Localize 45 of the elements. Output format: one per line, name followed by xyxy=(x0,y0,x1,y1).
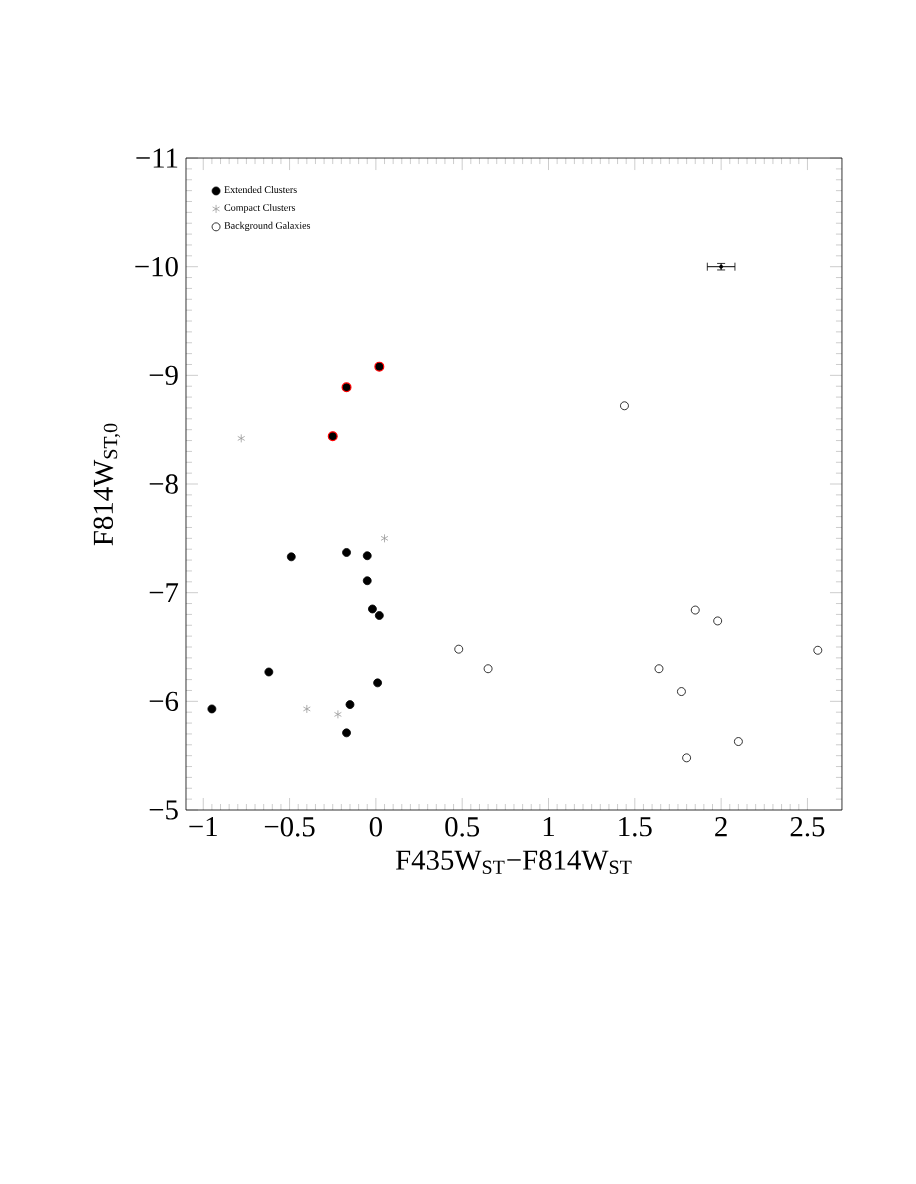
point xyxy=(374,361,385,372)
point xyxy=(264,667,274,677)
point xyxy=(362,576,372,586)
x-tick-label: −0.5 xyxy=(264,817,315,837)
x-tick-label: 1.5 xyxy=(619,817,652,837)
point xyxy=(380,533,389,543)
point xyxy=(368,604,377,614)
point xyxy=(341,382,352,393)
point xyxy=(483,664,493,674)
x-tick-label: −1 xyxy=(189,817,217,837)
x-tick-label: 2.5 xyxy=(790,817,825,837)
point xyxy=(302,704,311,714)
y-tick-label: −8 xyxy=(149,474,178,494)
point xyxy=(713,616,723,626)
point xyxy=(237,433,246,443)
point xyxy=(813,645,823,655)
point xyxy=(342,548,351,557)
point xyxy=(677,687,686,696)
y-tick-label: −9 xyxy=(149,365,178,386)
point xyxy=(286,552,296,562)
y-tick-label: −10 xyxy=(135,256,178,277)
x-tick-label: 1 xyxy=(543,817,554,837)
point xyxy=(620,401,629,411)
y-tick-label: −11 xyxy=(136,148,178,168)
point xyxy=(373,678,383,688)
point xyxy=(342,728,351,738)
x-tick-label: 0 xyxy=(369,817,382,837)
point xyxy=(334,709,342,719)
point xyxy=(734,737,743,746)
x-tick-label: 2 xyxy=(715,817,727,837)
y-axis-title: F814W$_{ST,0}$ xyxy=(93,423,121,546)
y-tick-label: −5 xyxy=(149,800,178,820)
point xyxy=(207,704,217,714)
point xyxy=(327,431,338,442)
point xyxy=(654,664,664,674)
point xyxy=(690,605,700,615)
x-axis-title: F435W$_{ST}$−F814W$_{ST}$ xyxy=(395,850,632,875)
point xyxy=(374,611,384,620)
point xyxy=(682,753,692,763)
x-tick-label: 0.5 xyxy=(445,817,480,837)
y-tick-label: −6 xyxy=(149,691,179,712)
point xyxy=(454,644,464,654)
y-tick-label: −7 xyxy=(149,583,179,603)
point xyxy=(345,700,355,709)
point xyxy=(362,551,372,561)
